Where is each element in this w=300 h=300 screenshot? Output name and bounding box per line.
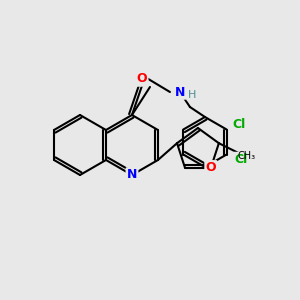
Text: CH₃: CH₃ [238,151,256,161]
Text: N: N [175,85,185,98]
Text: Cl: Cl [234,153,247,166]
Text: H: H [188,90,196,100]
Text: Cl: Cl [232,118,245,131]
Text: N: N [127,169,137,182]
Text: O: O [136,73,147,85]
Text: O: O [206,161,216,174]
